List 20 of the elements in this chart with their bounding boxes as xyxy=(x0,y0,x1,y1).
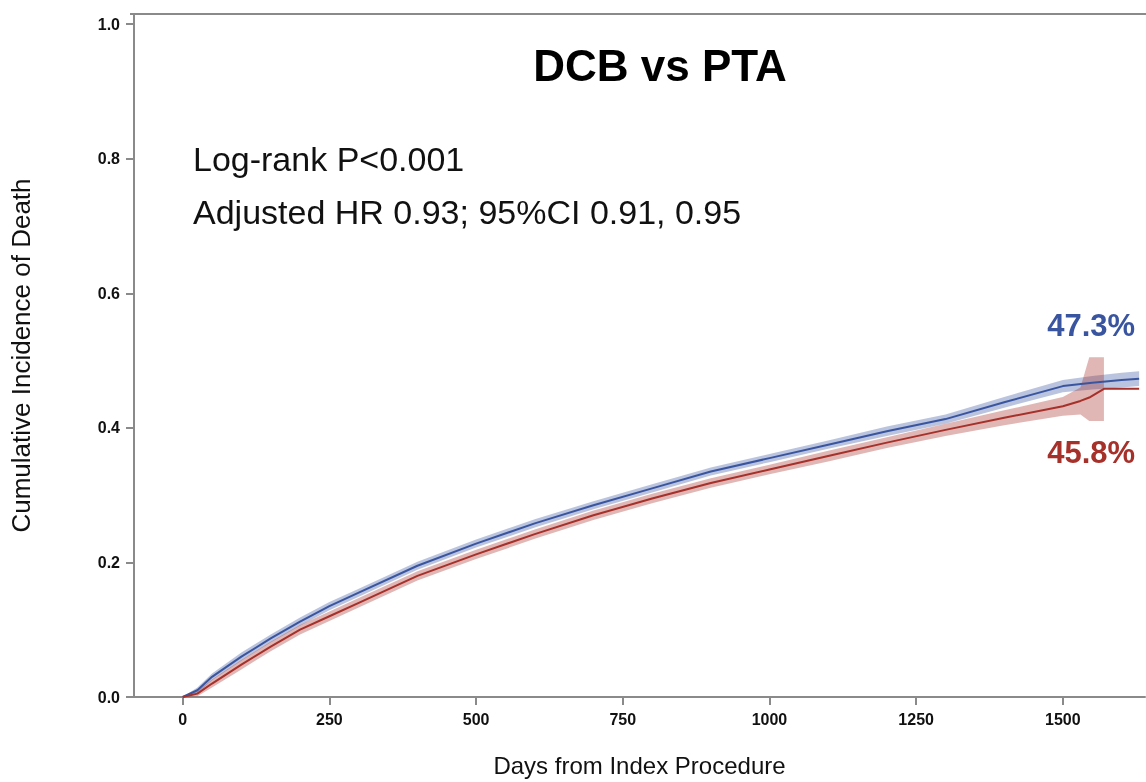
x-tick-label: 500 xyxy=(462,710,490,728)
x-tick-label: 0 xyxy=(178,710,188,728)
x-tick-label: 250 xyxy=(316,710,343,728)
y-tick-label: 0.8 xyxy=(97,150,121,168)
x-axis-title: Days from Index Procedure xyxy=(493,751,786,779)
data-label: 45.8% xyxy=(1047,434,1136,470)
y-tick-label: 1.0 xyxy=(97,15,121,33)
y-tick-label: 0.6 xyxy=(97,284,121,302)
y-tick-label: 0.4 xyxy=(97,419,121,437)
annotation: Log-rank P<0.001 xyxy=(193,140,465,178)
annotation: Adjusted HR 0.93; 95%CI 0.91, 0.95 xyxy=(193,193,742,231)
x-tick-label: 1250 xyxy=(898,710,935,728)
x-tick-label: 750 xyxy=(609,710,637,728)
text: DCB vs PTA xyxy=(533,40,787,90)
data-label: 47.3% xyxy=(1047,307,1136,343)
x-tick-label: 1000 xyxy=(751,710,788,728)
y-tick-label: 0.2 xyxy=(97,553,121,571)
y-tick-label: 0.0 xyxy=(97,688,121,706)
x-tick-label: 1500 xyxy=(1045,710,1081,728)
y-axis-title: Cumulative Incidence of Death xyxy=(6,178,36,533)
